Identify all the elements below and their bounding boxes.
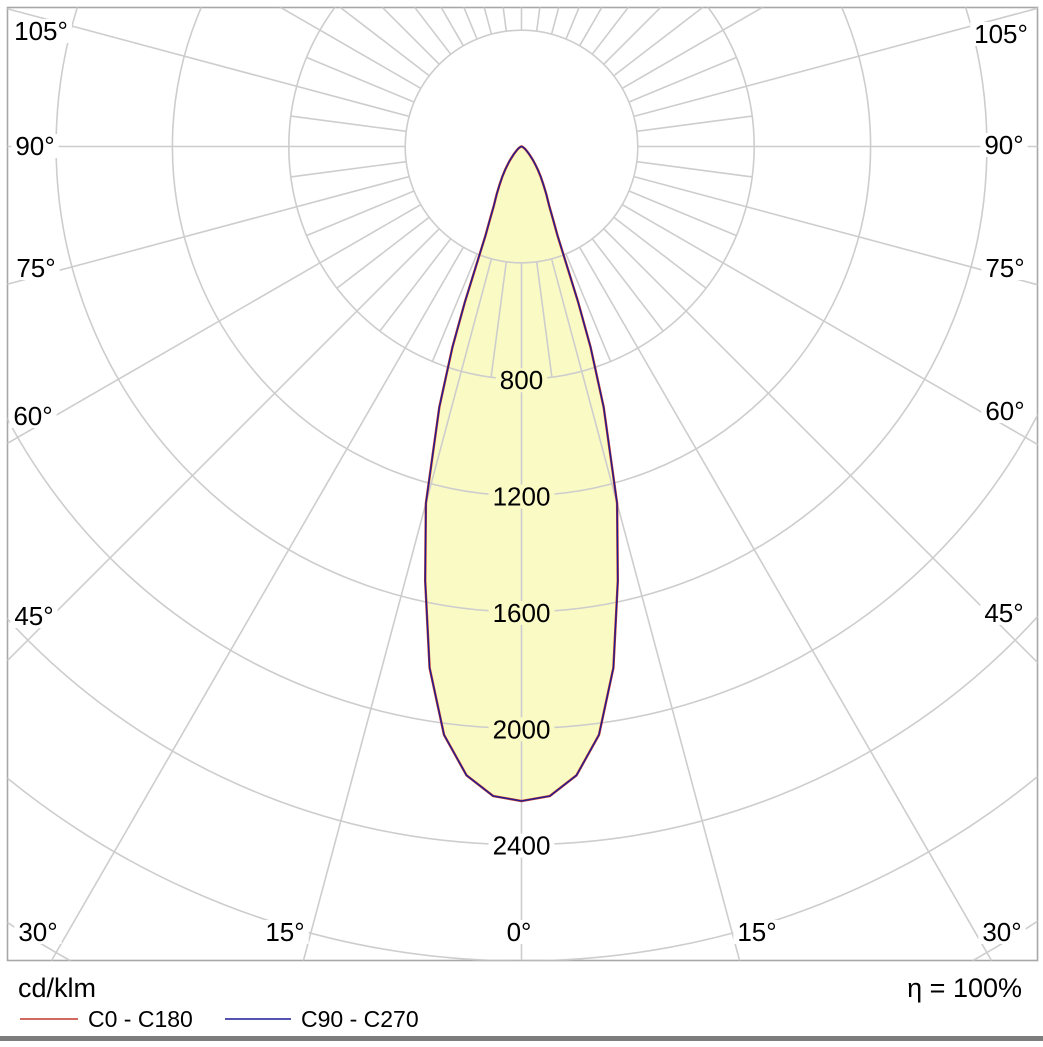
angle-label-left-bg xyxy=(10,604,58,628)
radial-tick-label-bg xyxy=(495,368,548,393)
grid-spoke-minor xyxy=(613,7,704,77)
grid-spoke-major xyxy=(603,228,1038,664)
grid-spoke-major xyxy=(50,246,464,961)
grid-spoke-minor xyxy=(535,7,541,32)
angle-label-bottom: 30° xyxy=(982,917,1021,947)
angle-label-right-bg xyxy=(981,256,1029,280)
radial-tick-label: 2000 xyxy=(493,714,551,744)
angle-label-bottom: 0° xyxy=(507,917,532,947)
grid-spoke-major xyxy=(633,7,1038,118)
grid-spoke-minor xyxy=(463,7,478,40)
grid-spoke-minor xyxy=(591,238,664,332)
intensity-curve-c90-c270 xyxy=(424,145,619,802)
legend-label-c0-c180: C0 - C180 xyxy=(88,1006,193,1032)
grid-spoke-minor xyxy=(431,253,478,362)
radial-tick-label: 800 xyxy=(500,365,543,395)
angle-label-right-bg xyxy=(981,399,1029,423)
grid-spoke-minor xyxy=(636,160,753,178)
angle-label-bottom-bg xyxy=(733,920,781,944)
grid-spoke-minor xyxy=(636,115,753,133)
radial-tick-label: 1600 xyxy=(493,598,551,628)
grid-spoke-minor xyxy=(591,7,630,55)
grid-spoke-minor xyxy=(413,7,452,55)
radial-tick-label-bg xyxy=(488,484,555,509)
grid-spoke-major xyxy=(579,246,993,961)
grid-spoke-minor xyxy=(535,261,553,378)
angle-label-left: 75° xyxy=(16,253,55,283)
grid-spoke-minor xyxy=(565,253,612,362)
grid-spoke-major xyxy=(621,204,1038,446)
angle-label-right-bg xyxy=(980,601,1028,625)
efficiency-label: η = 100% xyxy=(907,973,1022,1003)
grid-spoke-major xyxy=(7,7,410,118)
grid-spoke-major xyxy=(483,7,493,35)
radial-tick-label-bg xyxy=(488,600,555,625)
angle-label-right: 60° xyxy=(985,396,1024,426)
grid-spoke-major xyxy=(550,7,560,35)
grid-spoke-minor xyxy=(628,190,737,237)
angle-label-bottom-bg xyxy=(14,920,62,944)
legend: C0 - C180 C90 - C270 xyxy=(20,1006,419,1032)
bottom-divider-bar xyxy=(0,1036,1043,1041)
angle-label-bottom-bg xyxy=(261,920,309,944)
grid-spoke-minor xyxy=(336,216,430,289)
angle-label-left-bg xyxy=(9,404,57,428)
radial-tick-label: 1200 xyxy=(493,482,551,512)
grid-spoke-minor xyxy=(379,238,452,332)
angle-label-bottom: 30° xyxy=(18,917,57,947)
angle-label-left-bg xyxy=(12,256,60,280)
grid-spoke-minor xyxy=(339,7,430,77)
grid-spoke-minor xyxy=(490,261,508,378)
grid-spoke-major xyxy=(7,228,440,662)
angle-label-left-bg xyxy=(11,134,59,158)
angle-label-left: 90° xyxy=(15,131,54,161)
angle-label-right: 90° xyxy=(984,130,1023,160)
angle-label-right: 75° xyxy=(985,253,1024,283)
polar-axis-labels: 105° 90° 75° 60° 45° 105° 90° 75° 60° 45° 30° 15° 0°… xyxy=(9,16,1032,947)
angle-label-bottom-bg xyxy=(502,920,536,944)
angle-label-left: 60° xyxy=(13,401,52,431)
grid-spoke-major xyxy=(550,258,741,961)
unit-label: cd/klm xyxy=(18,973,96,1003)
angle-label-right-bg xyxy=(970,22,1032,46)
radial-tick-label: 2400 xyxy=(493,831,551,861)
angle-label-bottom: 15° xyxy=(737,917,776,947)
grid-spoke-minor xyxy=(290,160,407,178)
legend-label-c90-c270: C90 - C270 xyxy=(301,1006,419,1032)
grid-spoke-minor xyxy=(628,56,737,103)
radial-tick-label-bg xyxy=(488,717,555,742)
grid-spoke-major xyxy=(633,175,1038,286)
grid-spoke-major xyxy=(302,258,493,961)
grid-spoke-minor xyxy=(502,7,508,32)
angle-label-right: 45° xyxy=(984,598,1023,628)
angle-label-left: 45° xyxy=(14,601,53,631)
grid-spoke-minor xyxy=(565,7,580,40)
angle-label-bottom: 15° xyxy=(265,917,304,947)
grid-spoke-minor xyxy=(290,115,407,133)
grid-spoke-minor xyxy=(613,216,707,289)
grid-spoke-major xyxy=(7,204,422,445)
angle-label-right-bg xyxy=(980,133,1028,157)
grid-spoke-minor xyxy=(306,56,415,103)
angle-label-right: 105° xyxy=(974,19,1028,49)
grid-spoke-major xyxy=(7,175,410,286)
radial-tick-label-bg xyxy=(488,833,555,858)
angle-label-left-bg xyxy=(10,19,72,43)
angle-label-left: 105° xyxy=(14,16,68,46)
grid-spoke-minor xyxy=(306,190,415,237)
angle-label-bottom-bg xyxy=(978,920,1026,944)
